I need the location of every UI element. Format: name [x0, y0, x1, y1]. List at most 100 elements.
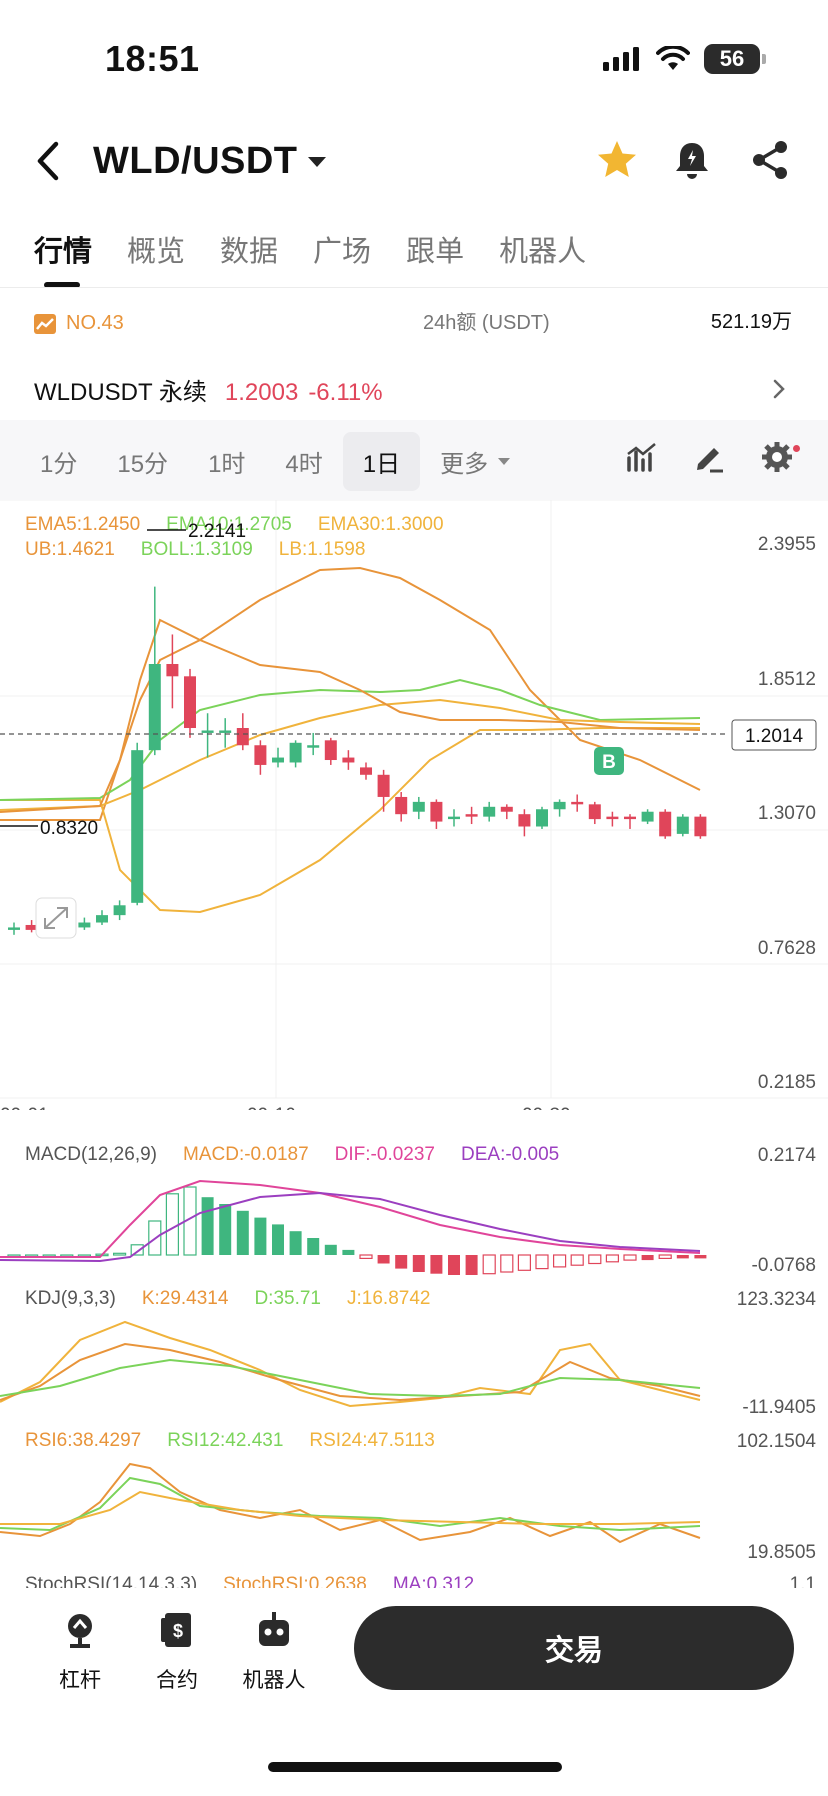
kdj-k-value: K:29.4314	[141, 1288, 229, 1309]
fullscreen-button[interactable]	[35, 897, 77, 939]
kdj-chart	[0, 1320, 701, 1408]
interval-more[interactable]: 更多	[420, 432, 530, 491]
dif-value: DIF:-0.0237	[334, 1144, 435, 1165]
macd-bar	[517, 1254, 532, 1271]
macd-bar	[676, 1255, 689, 1259]
kdj-legend: KDJ(9,3,3) K:29.4314 D:35.71 J:16.8742	[25, 1288, 430, 1310]
macd-bar	[430, 1255, 443, 1274]
trade-button[interactable]: 交易	[354, 1606, 794, 1690]
candle-up	[412, 801, 425, 812]
candle-up	[676, 816, 689, 834]
settings-gear-icon[interactable]	[760, 440, 794, 474]
interval-1m[interactable]: 1分	[40, 451, 78, 478]
kdj-d-value: D:35.71	[254, 1288, 321, 1309]
tab-square[interactable]: 广场	[313, 236, 372, 268]
upper-band-line	[0, 566, 701, 821]
rsi6-value: RSI6:38.4297	[25, 1430, 142, 1451]
interval-1h[interactable]: 1时	[208, 451, 246, 478]
candle-up	[553, 801, 566, 810]
candle-down	[254, 745, 267, 765]
rsi12-value: RSI12:42.431	[167, 1430, 284, 1451]
perpetual-row[interactable]: WLDUSDT 永续 1.2003 -6.11%	[34, 372, 383, 407]
macd-bar	[694, 1255, 707, 1259]
tab-copy-trade[interactable]: 跟单	[406, 236, 465, 268]
leverage-button[interactable]: 杠杆	[40, 1610, 120, 1694]
macd-bar	[605, 1254, 620, 1263]
chevron-right-icon[interactable]	[772, 378, 786, 400]
macd-chart	[0, 1179, 707, 1275]
macd-bar	[342, 1249, 355, 1255]
candle-down	[606, 816, 619, 820]
stochrsi-legend: StochRSI(14,14,3,3) StochRSI:0.2638 MA:0…	[25, 1574, 474, 1588]
tab-market[interactable]: 行情	[34, 236, 93, 268]
kdj-k-line	[0, 1342, 701, 1402]
interval-15m[interactable]: 15分	[117, 451, 169, 478]
price-tick-1: 1.8512	[758, 669, 816, 690]
contract-label: 合约	[156, 1669, 198, 1692]
back-arrow-icon[interactable]	[32, 138, 66, 184]
price-axis: 2.3955 1.8512 1.3070 0.7628 0.2185	[758, 534, 816, 1093]
macd-value: MACD:-0.0187	[183, 1144, 309, 1165]
candlestick-chart[interactable]: 2.2141 0.8320 B 2.3955 1.8512 1.3070 0.7…	[0, 500, 828, 1110]
stochrsi-axis: 1.1	[789, 1574, 816, 1588]
date-tick-1: 09-16	[247, 1105, 296, 1110]
pair-title[interactable]: WLD/USDT	[93, 140, 298, 182]
contract-button[interactable]: $ 合约	[137, 1610, 217, 1694]
candle-up	[8, 927, 20, 930]
macd-bar	[289, 1231, 302, 1255]
pair-dropdown-icon[interactable]	[308, 157, 326, 167]
share-icon[interactable]	[748, 138, 792, 182]
candle-down	[166, 663, 179, 677]
candle-down	[588, 804, 601, 820]
candle-down	[518, 814, 531, 827]
buy-marker-label: B	[602, 752, 616, 773]
low-marker-label: 0.8320	[40, 818, 98, 839]
macd-bar	[412, 1255, 425, 1272]
candle-up	[148, 663, 161, 751]
perpetual-change: -6.11%	[308, 379, 383, 406]
buy-marker[interactable]: B	[594, 747, 624, 775]
date-tick-0: 09-01	[0, 1105, 49, 1110]
stochrsi-value: StochRSI:0.2638	[223, 1574, 367, 1588]
macd-bar	[500, 1254, 514, 1273]
lower-band-line	[0, 727, 700, 914]
date-tick-2: 09-30	[522, 1105, 571, 1110]
tab-data[interactable]: 数据	[220, 236, 279, 268]
draw-pencil-icon[interactable]	[692, 440, 726, 474]
macd-bar	[623, 1254, 637, 1261]
star-favorite-icon[interactable]	[595, 138, 639, 182]
interval-1d[interactable]: 1日	[342, 432, 421, 491]
rank-badge[interactable]: NO.43	[34, 312, 124, 335]
interval-more-label: 更多	[440, 451, 489, 478]
trending-chart-icon	[34, 313, 56, 334]
candle-up	[131, 750, 144, 903]
ema10-line	[0, 678, 701, 801]
current-price-tag: 1.2014	[731, 719, 817, 751]
candle-down	[659, 811, 672, 837]
price-alert-bell-icon[interactable]	[670, 138, 714, 182]
indicators-icon[interactable]	[625, 440, 659, 474]
macd-axis-min: -0.0768	[751, 1255, 816, 1276]
contract-icon: $	[161, 1613, 191, 1647]
candle-up	[483, 806, 496, 817]
macd-bar	[201, 1197, 214, 1255]
rsi12-line	[0, 1476, 701, 1532]
macd-bar	[272, 1224, 284, 1255]
robot-button[interactable]: 机器人	[234, 1610, 314, 1694]
kdj-d-line	[0, 1358, 701, 1398]
ema10-value: EMA10:1.2705	[166, 514, 292, 535]
lb-value: LB:1.1598	[278, 539, 366, 560]
active-tab-indicator	[44, 282, 80, 288]
rsi-axis-min: 19.8505	[747, 1542, 816, 1563]
macd-bar	[165, 1193, 179, 1256]
tab-overview[interactable]: 概览	[127, 236, 186, 268]
macd-bar	[588, 1254, 602, 1265]
tab-bots[interactable]: 机器人	[499, 236, 587, 268]
perpetual-price: 1.2003	[224, 379, 299, 406]
stochrsi-name: StochRSI(14,14,3,3)	[25, 1574, 198, 1588]
wifi-icon	[656, 46, 690, 70]
candle-down	[624, 816, 636, 820]
candle-down	[430, 801, 443, 822]
interval-4h[interactable]: 4时	[285, 451, 323, 478]
ema-legend: EMA5:1.2450 EMA10:1.2705 EMA30:1.3000	[25, 514, 444, 536]
